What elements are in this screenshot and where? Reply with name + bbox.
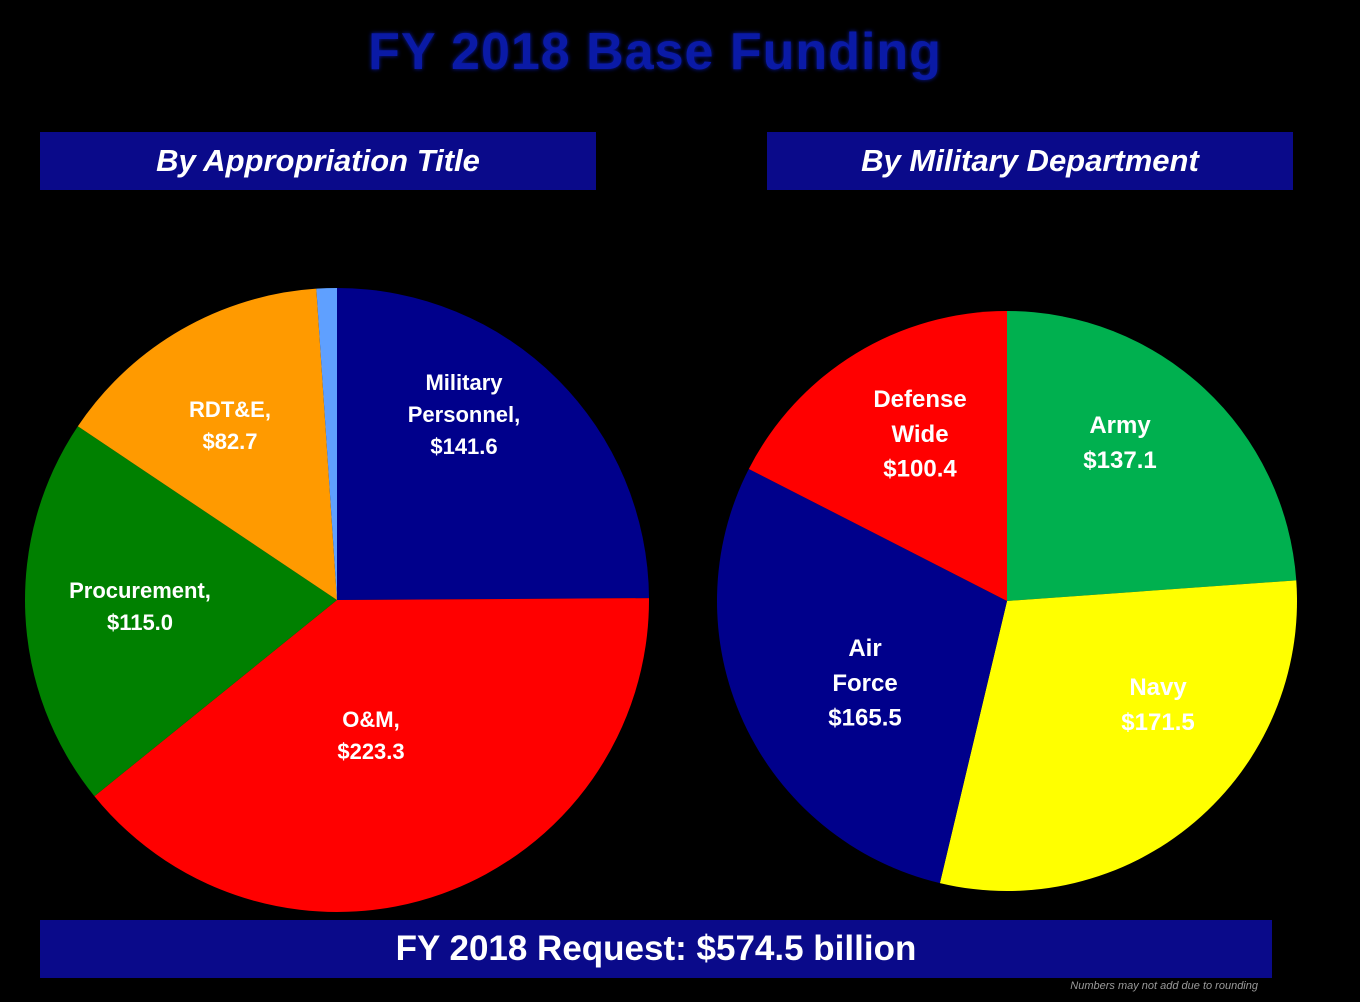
- pie-slice: [316, 288, 337, 600]
- slice-label-line: $171.5: [1121, 709, 1194, 736]
- slice-label-line: $82.7: [202, 429, 257, 454]
- slice-label-line: $137.1: [1083, 447, 1156, 474]
- slice-label-line: Military: [425, 370, 503, 395]
- pie-slice: [94, 598, 650, 912]
- slice-label-line: Navy: [1129, 674, 1187, 701]
- appropriation-pie: Military Personnel, $141.6 O&M, $223.3 Procur…: [24, 288, 650, 912]
- pie-slice: [748, 311, 1007, 601]
- slice-label: Military Personnel, $141.6: [408, 370, 520, 459]
- slice-label-line: $223.3: [337, 739, 404, 764]
- pie-slice: [77, 288, 338, 600]
- slice-label: Defense Wide $100.4: [873, 386, 966, 483]
- slice-label-line: Procurement,: [69, 578, 211, 603]
- slice-label-line: Wide: [891, 421, 948, 448]
- total-request-bar: FY 2018 Request: $574.5 billion: [40, 920, 1272, 978]
- slice-label: O&M, $223.3: [337, 707, 404, 764]
- slice-label-line: Air: [848, 635, 881, 662]
- pie-slice: [716, 468, 1007, 884]
- slice-label-line: Force: [832, 670, 897, 697]
- rounding-footnote: Numbers may not add due to rounding: [1070, 980, 1258, 992]
- slice-label-line: Personnel,: [408, 402, 520, 427]
- slice-label-line: Army: [1089, 412, 1151, 439]
- slice-label: RDT&E, $82.7: [189, 397, 271, 454]
- slice-label-line: RDT&E,: [189, 397, 271, 422]
- page-title: FY 2018 Base Funding: [368, 23, 942, 81]
- slice-label-line: $141.6: [430, 434, 497, 459]
- appropriation-chart-header: By Appropriation Title: [40, 132, 596, 190]
- pie-slice: [337, 288, 649, 600]
- pie-slice: [1007, 311, 1297, 601]
- slice-label: Army $137.1: [1083, 412, 1156, 474]
- slice-label: Procurement, $115.0: [69, 578, 211, 635]
- slice-label-line: $115.0: [107, 610, 173, 635]
- slice-label-line: Defense: [873, 386, 966, 413]
- department-pie: Army $137.1 Navy $171.5 Air Force $165.5 Defens…: [716, 311, 1297, 891]
- department-chart-header: By Military Department: [767, 132, 1293, 190]
- slice-label-line: O&M,: [342, 707, 399, 732]
- slice-label: Navy $171.5: [1121, 674, 1194, 736]
- slice-label-line: $165.5: [828, 705, 901, 732]
- slice-label-line: $100.4: [883, 456, 957, 483]
- pie-slice: [24, 426, 338, 797]
- pie-slice: [939, 580, 1297, 891]
- slice-label: Air Force $165.5: [828, 635, 901, 732]
